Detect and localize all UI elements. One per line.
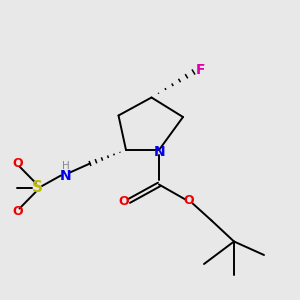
Text: N: N bbox=[60, 169, 72, 182]
Text: S: S bbox=[32, 180, 43, 195]
Text: O: O bbox=[184, 194, 194, 208]
Text: O: O bbox=[13, 157, 23, 170]
Text: H: H bbox=[62, 160, 70, 171]
Text: N: N bbox=[154, 145, 165, 158]
Text: F: F bbox=[195, 63, 205, 76]
Text: O: O bbox=[118, 195, 129, 208]
Text: O: O bbox=[13, 205, 23, 218]
